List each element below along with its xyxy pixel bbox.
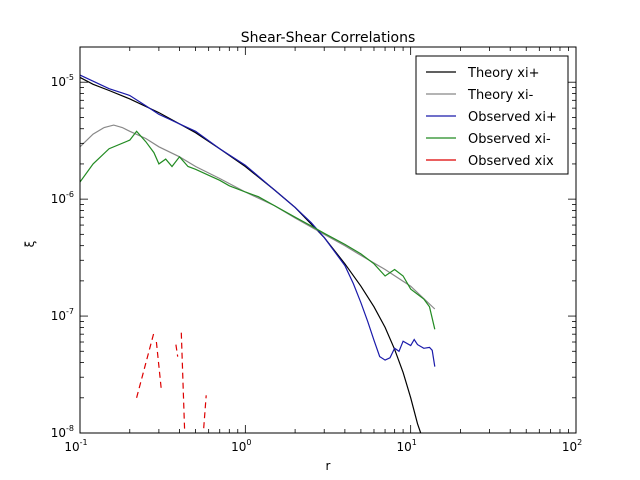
y-tick-label: 10-6 [51, 190, 74, 206]
x-tick-label: 102 [562, 438, 582, 454]
legend-box [415, 55, 569, 175]
chart-title: Shear-Shear Correlations [241, 30, 416, 46]
y-tick-label: 10-7 [51, 307, 74, 323]
series-segment-observed-xix [180, 332, 186, 433]
series-line-observed-xi- [80, 74, 436, 367]
series-segment-observed-xix [203, 395, 207, 429]
series-segment-observed-xix [175, 344, 179, 357]
legend-label: Theory xi+ [467, 66, 540, 81]
legend: Theory xi+ Theory xi- Observed xi+ Observed… [415, 55, 569, 175]
y-tick-label: 10-8 [51, 424, 74, 440]
y-axis-label: ξ [23, 241, 37, 248]
legend-label: Theory xi- [467, 88, 534, 103]
series-line-observed-xi- [80, 130, 436, 330]
series-layer [80, 74, 436, 433]
x-tick-label: 10-1 [64, 438, 87, 454]
legend-label: Observed xi+ [468, 110, 557, 125]
series-line-theory-xi- [80, 124, 436, 310]
legend-label: Observed xi- [468, 132, 551, 147]
series-line-theory-xi- [80, 76, 422, 433]
legend-label: Observed xix [468, 154, 554, 169]
axis-ticks: 10-1 100 101 102 10-8 10-7 10-6 10-5 [51, 46, 582, 454]
plot-frame [79, 46, 577, 434]
series-segment-observed-xix [155, 341, 162, 389]
x-axis-label: r [326, 459, 331, 473]
series-segment-observed-xix [136, 332, 155, 398]
x-tick-label: 101 [396, 438, 416, 454]
x-tick-label: 100 [231, 438, 251, 454]
y-tick-label: 10-5 [51, 73, 74, 89]
